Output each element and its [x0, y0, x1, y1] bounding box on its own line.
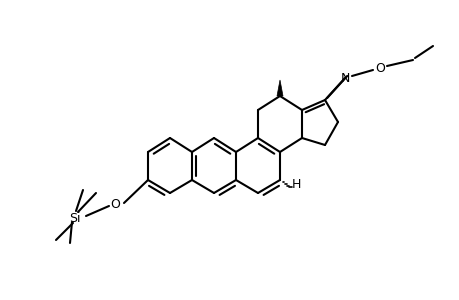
Polygon shape	[276, 80, 282, 96]
Text: O: O	[110, 199, 120, 212]
Text: N: N	[340, 71, 349, 85]
Text: Si: Si	[69, 212, 81, 224]
Text: H: H	[291, 178, 300, 191]
Text: O: O	[374, 61, 384, 74]
